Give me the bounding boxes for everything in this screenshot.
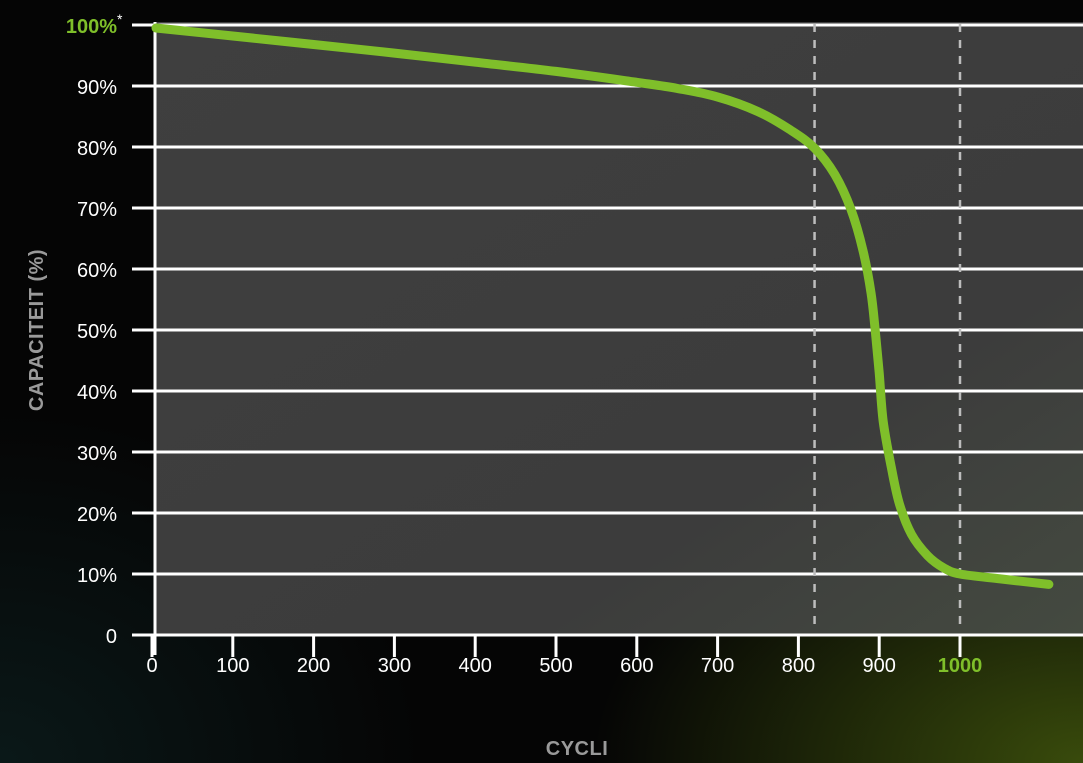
capacity-point: [927, 555, 928, 556]
x-tick-label: 900: [863, 655, 896, 677]
capacity-point: [883, 421, 884, 422]
x-tick-label: 300: [378, 655, 411, 677]
capacity-point: [899, 503, 900, 504]
y-tick-label: 80%: [77, 138, 117, 160]
capacity-point: [834, 174, 835, 175]
y-tick-suffix: *: [117, 11, 123, 27]
capacity-point: [911, 534, 912, 535]
capacity-point: [677, 88, 678, 89]
capacity-point: [863, 250, 864, 251]
x-tick-label: 400: [459, 655, 492, 677]
y-tick-label: 50%: [77, 321, 117, 343]
capacity-point: [790, 129, 791, 130]
capacity-point: [814, 148, 815, 149]
capacity-point: [1000, 578, 1001, 579]
y-tick-label: 40%: [77, 382, 117, 404]
y-tick-label: 0: [106, 626, 117, 648]
capacity-point: [875, 330, 876, 331]
y-tick-label: 70%: [77, 199, 117, 221]
capacity-point: [943, 567, 944, 568]
capacity-point: [1048, 584, 1049, 585]
x-tick-label: 700: [701, 655, 734, 677]
y-tick-label: 60%: [77, 260, 117, 282]
capacity-point: [717, 96, 718, 97]
y-tick-label: 10%: [77, 565, 117, 587]
capacity-point: [475, 62, 476, 63]
x-tick-label: 800: [782, 655, 815, 677]
x-axis-title: CYCLI: [546, 738, 609, 760]
y-tick-label: 20%: [77, 504, 117, 526]
capacity-point: [636, 82, 637, 83]
x-tick-label: 600: [620, 655, 653, 677]
capacity-point: [891, 467, 892, 468]
y-axis-title: CAPACITEIT (%): [26, 249, 48, 411]
capacity-point: [313, 44, 314, 45]
x-tick-label: 0: [146, 655, 157, 677]
capacity-point: [758, 111, 759, 112]
x-tick-label: 500: [539, 655, 572, 677]
capacity-point: [394, 53, 395, 54]
x-tick-label: 200: [297, 655, 330, 677]
x-tick-label: 100: [216, 655, 249, 677]
y-tick-label: 100%: [66, 16, 117, 38]
capacity-point: [156, 28, 157, 29]
y-tick-label: 90%: [77, 77, 117, 99]
capacity-point: [879, 372, 880, 373]
capacity-point: [871, 293, 872, 294]
y-tick-label: 30%: [77, 443, 117, 465]
x-tick-label: 1000: [938, 655, 983, 677]
capacity-point: [556, 71, 557, 72]
capacity-point: [232, 35, 233, 36]
capacity-point: [960, 574, 961, 575]
capacity-point: [850, 209, 851, 210]
